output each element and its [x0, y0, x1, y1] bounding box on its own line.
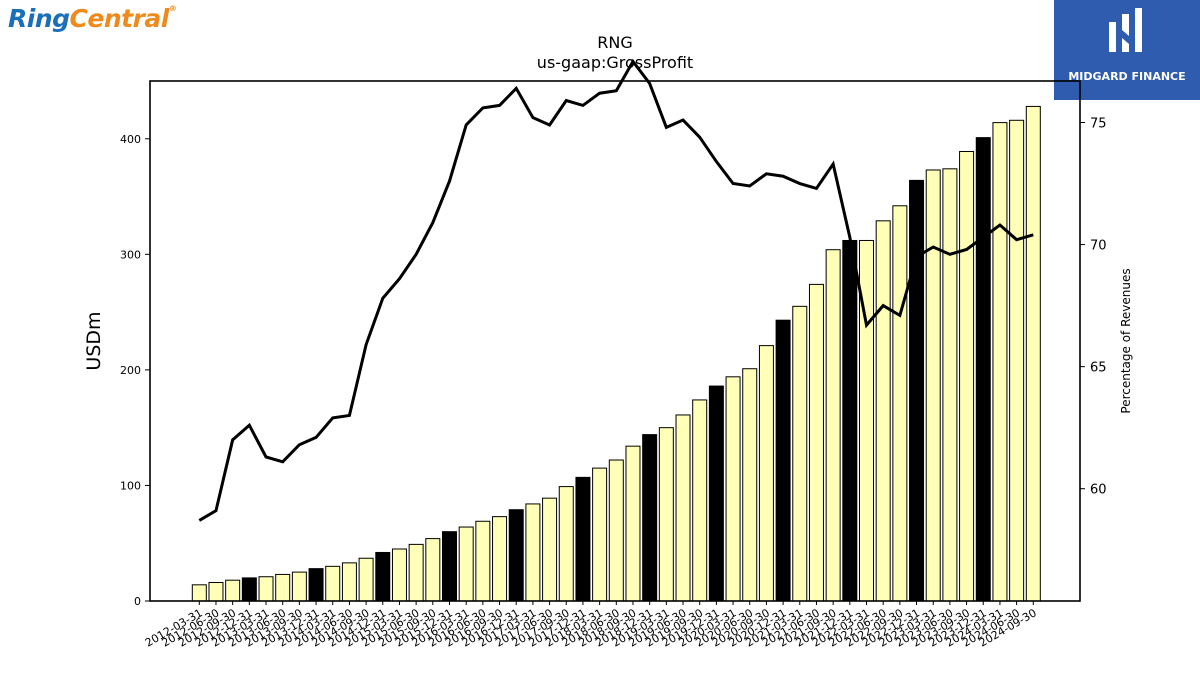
bar-2014-03-31 [325, 565, 341, 602]
bar-2019-03-31 [658, 427, 674, 602]
bar-2015-03-31 [391, 548, 407, 602]
y-axis-label: USDm [83, 311, 105, 370]
bar-2020-06-30 [742, 368, 758, 602]
bar-2012-12-31 [241, 577, 257, 602]
bar-2021-09-30 [825, 249, 841, 602]
bar-2021-03-31 [792, 305, 808, 602]
bar-2013-09-30 [291, 571, 307, 602]
bar-2013-03-31 [258, 576, 274, 602]
y-tick-label: 0 [134, 595, 141, 608]
bar-2024-09-30 [1025, 105, 1041, 602]
bar-2018-03-31 [592, 467, 608, 602]
bar-2022-06-30 [875, 220, 891, 602]
emblem-chevron [1116, 24, 1135, 48]
logo-text-ring: Ring [8, 4, 70, 33]
bar-2019-09-30 [692, 399, 708, 602]
bar-2024-03-31 [992, 122, 1008, 602]
bar-2017-06-30 [542, 497, 558, 602]
y-tick-label: 400 [120, 133, 141, 146]
emblem-bar-right [1135, 8, 1142, 52]
y-tick-label: 300 [120, 248, 141, 261]
bar-2022-12-31 [909, 179, 925, 602]
bar-2018-12-31 [642, 434, 658, 602]
y-tick-label: 100 [120, 479, 141, 492]
bar-2020-09-30 [758, 345, 774, 602]
emblem-bar-left [1109, 22, 1116, 52]
bar-2017-03-31 [525, 503, 541, 602]
y2-tick-label: 60 [1090, 483, 1107, 498]
bar-2015-12-31 [442, 531, 457, 602]
bar-2012-09-30 [225, 579, 241, 602]
y2-axis-label: Percentage of Revenues [1119, 268, 1133, 413]
midgard-emblem-icon [1109, 8, 1142, 52]
bar-2016-12-31 [508, 509, 524, 602]
bar-2019-12-31 [708, 385, 724, 602]
bar-2018-06-30 [608, 459, 624, 602]
bar-2023-09-30 [959, 150, 975, 602]
bar-2012-06-30 [208, 582, 224, 602]
bar-2016-09-30 [492, 516, 508, 602]
bar-2015-06-30 [408, 543, 424, 602]
bar-2016-03-31 [458, 526, 474, 602]
y2-tick-label: 65 [1090, 361, 1107, 376]
ringcentral-logo: RingCentral® [8, 4, 177, 33]
midgard-finance-label: MIDGARD FINANCE [1068, 70, 1186, 83]
bar-2023-03-31 [925, 169, 941, 602]
bar-2018-09-30 [625, 445, 641, 602]
chart-title: RNG [597, 33, 632, 52]
y2-tick-label: 70 [1090, 239, 1107, 254]
bar-2012-03-31 [191, 584, 207, 602]
y-tick-label: 200 [120, 364, 141, 377]
bar-2021-12-31 [842, 239, 858, 602]
bar-2016-06-30 [475, 520, 491, 602]
bar-2017-12-31 [575, 476, 591, 602]
y2-tick-label: 75 [1090, 117, 1107, 132]
bar-2014-12-31 [375, 551, 391, 602]
bar-2015-09-30 [425, 538, 441, 602]
bar-2019-06-30 [675, 414, 691, 602]
bar-2017-09-30 [558, 486, 574, 602]
axes: 0100200300400606570752012-03-312012-06-3… [120, 80, 1107, 650]
bar-2013-12-31 [308, 568, 324, 602]
chart-subtitle: us-gaap:GrossProfit [537, 53, 693, 72]
bar-2021-06-30 [808, 283, 824, 602]
midgard-finance-logo: MIDGARD FINANCE [1054, 0, 1200, 100]
bar-2023-12-31 [975, 137, 991, 602]
bar-2014-06-30 [341, 562, 357, 602]
percentage-line [198, 58, 1034, 522]
logo-registered-mark: ® [168, 4, 177, 13]
bar-2020-03-31 [725, 376, 741, 602]
logo-text-central: Central [69, 4, 170, 33]
bar-series [191, 105, 1041, 602]
bar-2024-06-30 [1009, 119, 1025, 602]
bar-2014-09-30 [358, 557, 374, 602]
bar-2022-09-30 [892, 205, 908, 602]
bar-2020-12-31 [775, 319, 791, 602]
bar-2023-06-30 [942, 168, 958, 602]
plot-frame [149, 80, 1081, 602]
bar-2013-06-30 [275, 573, 291, 602]
